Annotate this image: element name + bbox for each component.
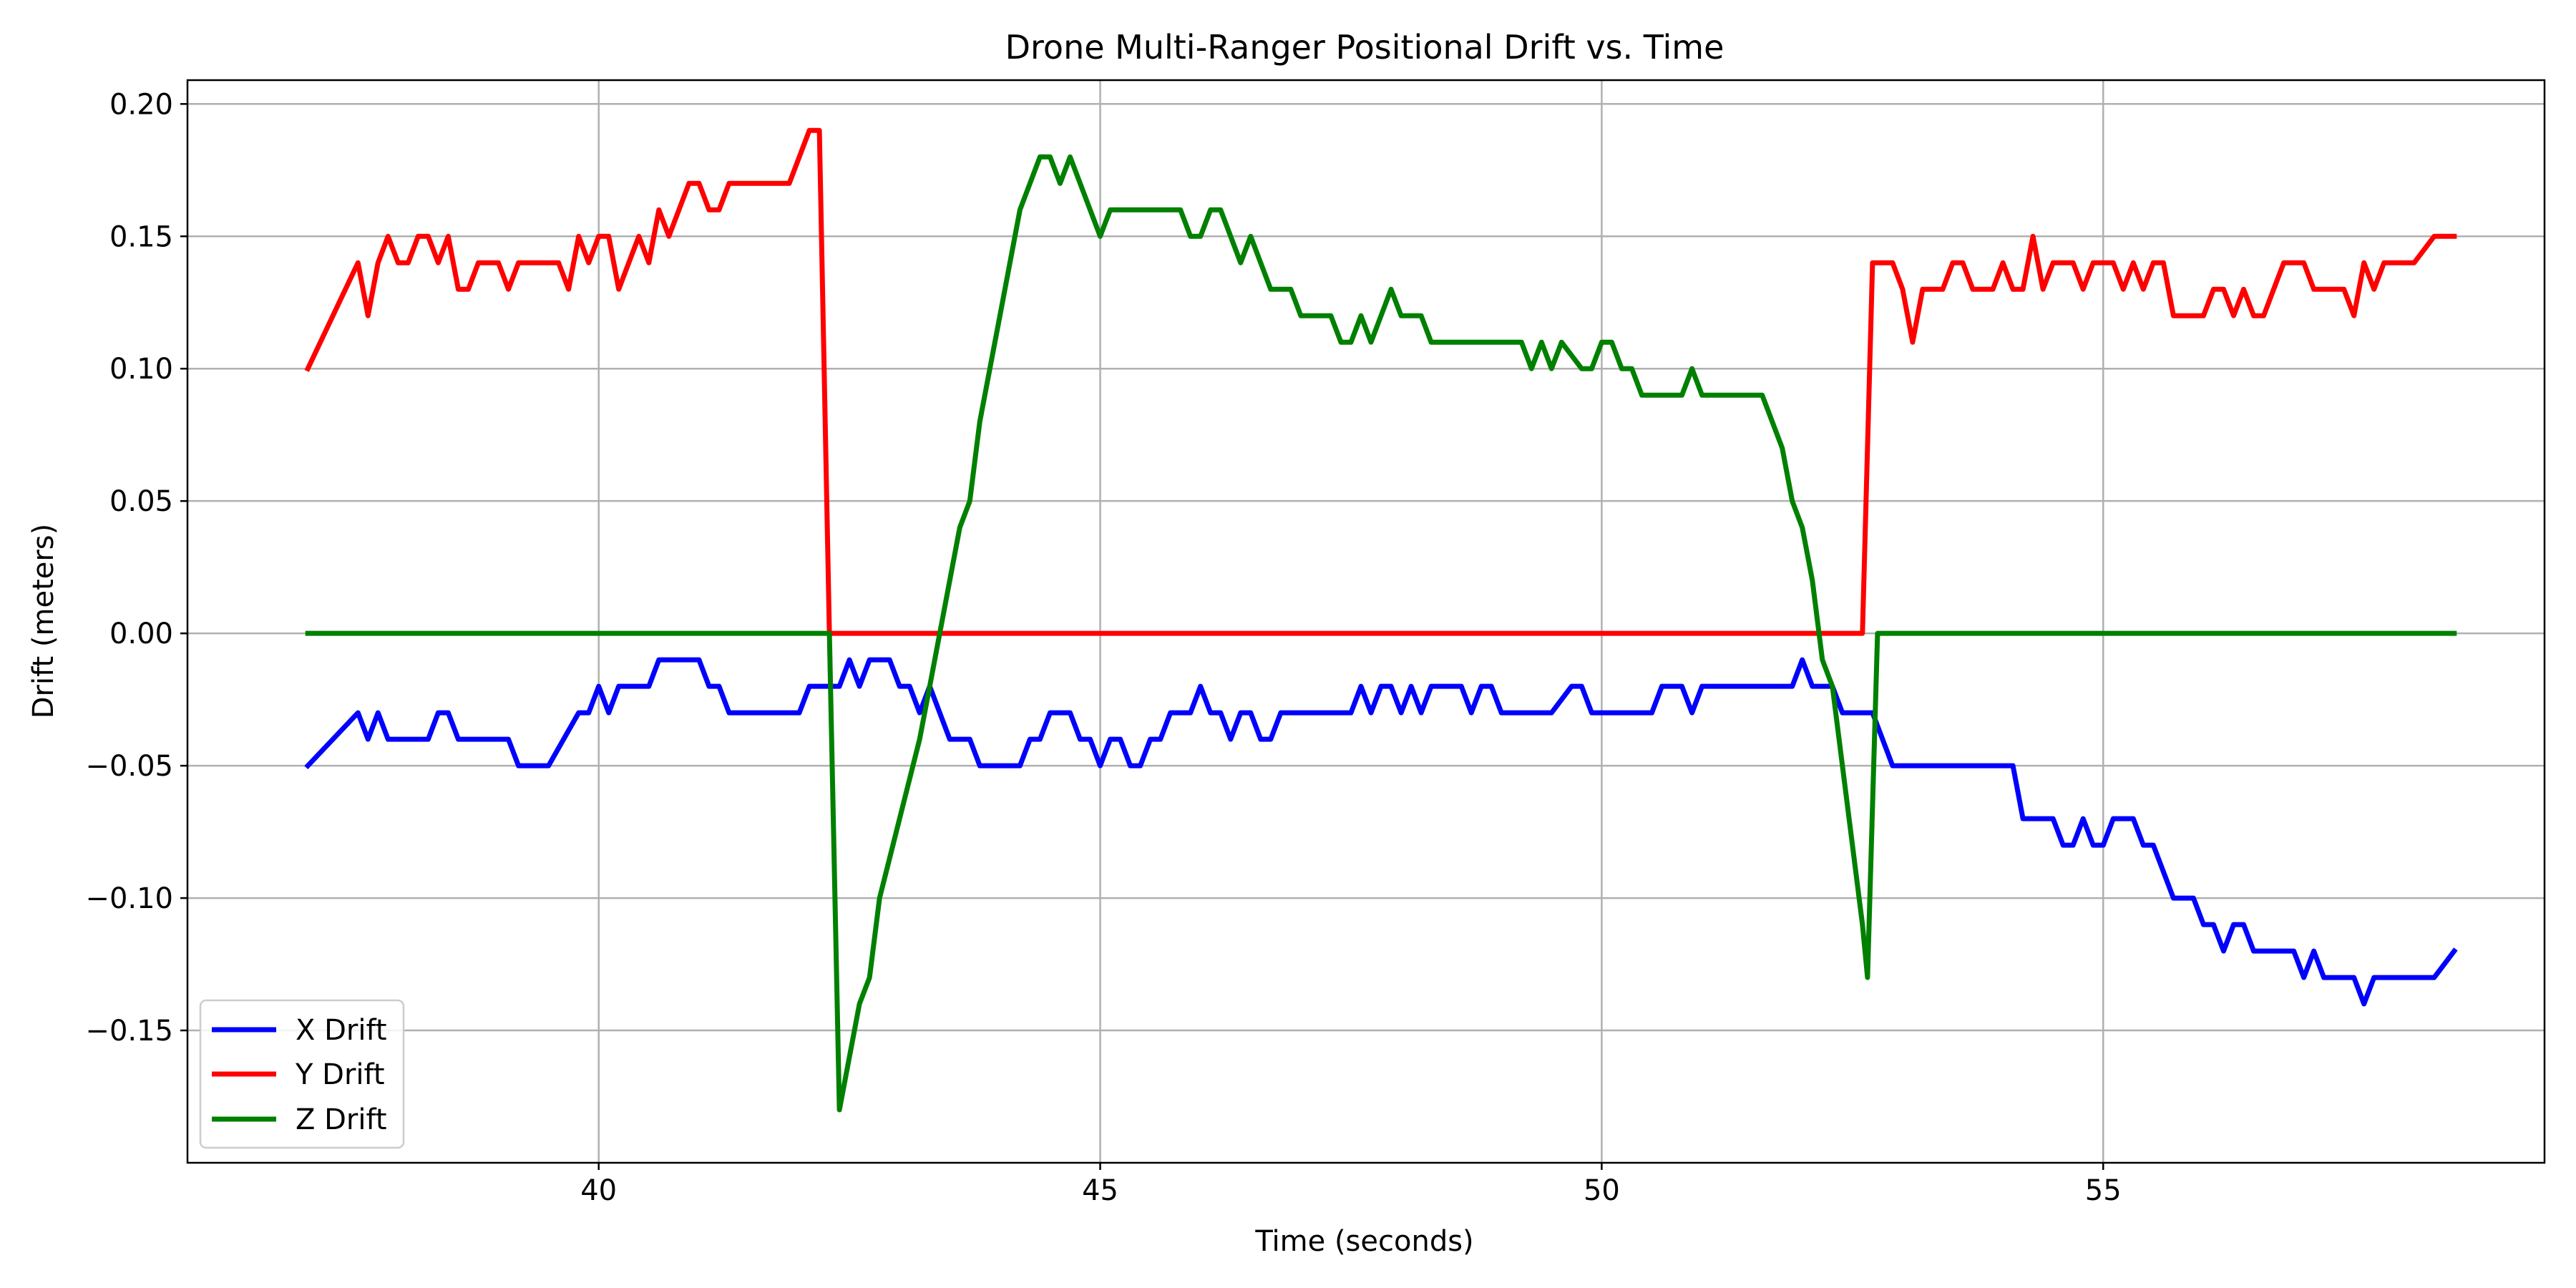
y-tick-label: −0.05 <box>85 750 173 783</box>
y-tick-label: 0.05 <box>109 485 173 518</box>
x-drift-line <box>304 657 2458 1007</box>
y-drift-line <box>304 127 2457 636</box>
chart-title: Drone Multi-Ranger Positional Drift vs. … <box>1005 28 1724 67</box>
z-drift-line <box>305 154 2457 1113</box>
legend-frame <box>199 999 405 1149</box>
legend-entry-x: X Drift <box>212 1014 387 1047</box>
legend-label-y: Y Drift <box>295 1058 385 1091</box>
x-tick-label: 45 <box>1082 1174 1118 1207</box>
x-axis-label: Time (seconds) <box>1254 1225 1473 1258</box>
plot-frame <box>186 79 2546 1164</box>
x-tick-label: 50 <box>1584 1174 1620 1207</box>
y-tick-label: 0.10 <box>109 353 173 386</box>
y-axis-label: Drift (meters) <box>27 524 60 719</box>
axis-ticks: 40 45 50 55 0.20 0.15 0.10 0.05 0.00 −0.05 −0.10 −0… <box>85 88 2121 1207</box>
x-tick-label: 40 <box>580 1174 617 1207</box>
y-tick-label: −0.10 <box>85 882 173 915</box>
x-tick-label: 55 <box>2085 1174 2122 1207</box>
y-tick-label: −0.15 <box>85 1015 173 1048</box>
legend-entry-z: Z Drift <box>212 1103 387 1136</box>
y-tick-label: 0.15 <box>109 220 173 253</box>
legend-label-x: X Drift <box>296 1014 387 1047</box>
y-tick-label: 0.20 <box>109 88 173 121</box>
legend-label-z: Z Drift <box>296 1103 387 1136</box>
legend: X Drift Y Drift Z Drift <box>199 999 405 1149</box>
plot-series <box>304 127 2458 1113</box>
legend-entry-y: Y Drift <box>212 1058 385 1091</box>
y-tick-label: 0.00 <box>109 618 173 650</box>
